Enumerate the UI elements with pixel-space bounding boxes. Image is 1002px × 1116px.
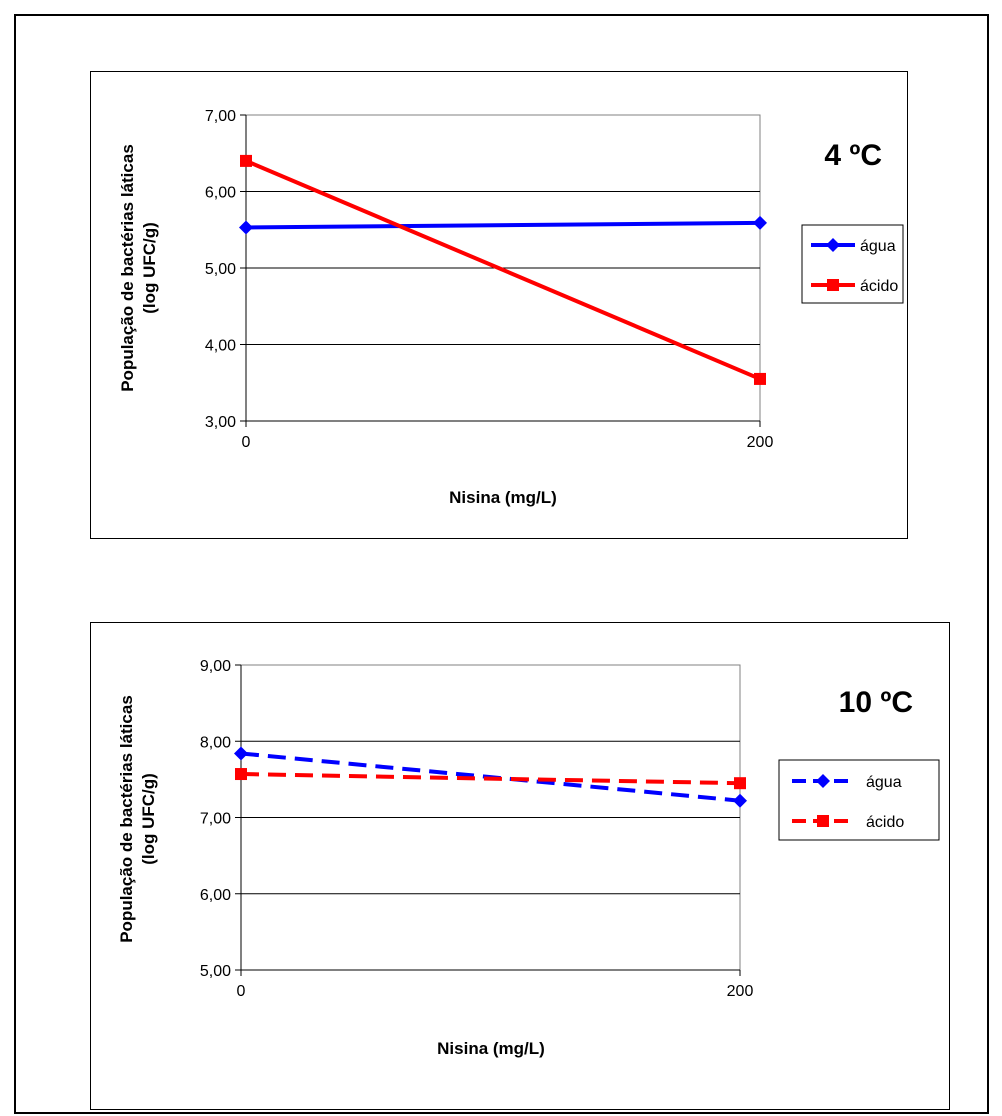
y-tick-label: 5,00 [205, 261, 236, 278]
x-axis-title: Nisina (mg/L) [449, 488, 557, 507]
y-tick-label: 7,00 [200, 811, 231, 828]
data-point-acido [754, 372, 766, 385]
x-tick-label: 200 [747, 434, 774, 451]
legend-label-acido: ácido [866, 814, 904, 831]
y-axis-title-line2: (log UFC/g) [139, 773, 158, 865]
y-tick-label: 4,00 [205, 338, 236, 355]
chart-10c-svg: 5,006,007,008,009,00 0 200 Nisina (mg/L) … [117, 658, 940, 1058]
legend-marker-acido [817, 815, 829, 827]
y-tick-label: 5,00 [200, 963, 231, 980]
legend-label-acido: ácido [860, 278, 898, 295]
legend-label-agua: água [866, 774, 902, 791]
data-point-agua [234, 746, 248, 761]
x-axis-title: Nisina (mg/L) [437, 1039, 545, 1058]
series-line-agua [245, 220, 761, 230]
temperature-label: 4 ºC [824, 139, 882, 172]
data-point-agua [733, 793, 747, 808]
series-line-acido [245, 159, 761, 381]
legend-box [778, 759, 940, 841]
data-point-agua [753, 215, 767, 230]
y-tick-label: 9,00 [200, 658, 231, 675]
y-axis-title-line1: População de bactérias láticas [118, 144, 137, 392]
y-axis-title-line1: População de bactérias láticas [117, 695, 136, 943]
legend-label-agua: água [860, 238, 896, 255]
x-tick-label: 0 [242, 434, 251, 451]
legend-marker-acido [827, 279, 839, 291]
y-tick-label: 6,00 [200, 887, 231, 904]
chart-4c-svg: 3,004,005,006,007,00 0 200 Nisina (mg/L) … [118, 108, 904, 507]
legend-marker-agua [816, 774, 830, 788]
series-line-acido [240, 772, 741, 786]
y-axis-title-line2: (log UFC/g) [140, 222, 159, 314]
x-tick-label: 200 [727, 983, 754, 1000]
data-point-acido [240, 154, 252, 167]
chart-10c: 5,00 6,00 7,00 8,00 9,00 0 200 Nisina (mg/L) … [90, 622, 950, 1110]
x-tick-label: 0 [237, 983, 246, 1000]
data-point-acido [734, 777, 746, 790]
page-frame [14, 14, 989, 1114]
data-point-agua [239, 220, 253, 235]
y-tick-label: 7,00 [205, 108, 236, 125]
chart-4c: 3,00 4,00 5,00 6,00 7,00 0 200 Nisina (mg/L) … [90, 71, 908, 539]
legend-marker-agua [826, 238, 840, 252]
temperature-label: 10 ºC [839, 686, 913, 719]
y-tick-label: 8,00 [200, 734, 231, 751]
y-tick-label: 6,00 [205, 185, 236, 202]
data-point-acido [235, 768, 247, 781]
y-tick-label: 3,00 [205, 414, 236, 431]
legend-box [801, 224, 904, 304]
